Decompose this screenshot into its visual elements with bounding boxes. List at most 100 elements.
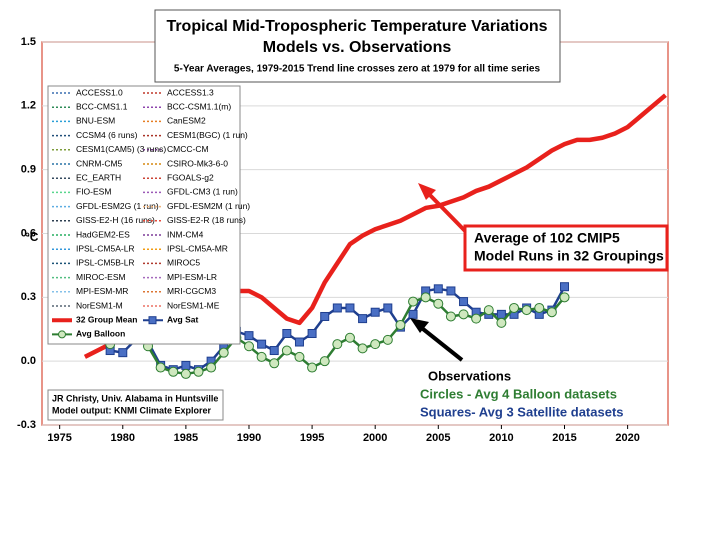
annotation-arrow: [423, 188, 472, 238]
marker: [307, 362, 318, 373]
legend-label: ACCESS1.3: [167, 87, 214, 97]
legend-label: Avg Balloon: [76, 329, 125, 339]
marker: [320, 311, 330, 321]
marker: [496, 317, 507, 328]
y-tick-label: 0.3: [21, 291, 36, 303]
marker: [458, 309, 469, 320]
chart-subtitle: Models vs. Observations: [263, 39, 452, 56]
marker: [307, 329, 317, 339]
marker: [282, 329, 292, 339]
annotation-arrowhead: [410, 318, 429, 333]
marker: [332, 339, 343, 350]
legend-label: MIROC5: [167, 258, 200, 268]
marker: [496, 309, 506, 319]
legend-label: IPSL-CM5A-LR: [76, 243, 135, 253]
legend-label: NorESM1-M: [76, 300, 123, 310]
y-tick-label: 0.0: [21, 355, 36, 367]
x-tick-label: 1980: [111, 432, 135, 444]
marker: [534, 302, 545, 313]
marker: [408, 309, 418, 319]
legend-label: FIO-ESM: [76, 187, 111, 197]
legend-label: CSIRO-Mk3-6-0: [167, 158, 228, 168]
legend-label: GISS-E2-R (18 runs): [167, 215, 246, 225]
chart-note: 5-Year Averages, 1979-2015 Trend line cr…: [174, 64, 541, 75]
annotation-box: [463, 224, 669, 272]
legend-label: GFDL-ESM2G (1 run): [76, 201, 159, 211]
marker: [446, 286, 456, 296]
legend-label: BCC-CSM1.1(m): [167, 101, 231, 111]
legend: ACCESS1.0 ACCESS1.3 BCC-CMS1.1 BCC-CSM1.1(m…: [52, 87, 250, 339]
annotation: Model Runs in 32 Groupings: [474, 248, 664, 264]
x-tick-label: 2010: [489, 432, 513, 444]
legend-label: MPI-ESM-LR: [167, 272, 217, 282]
marker: [521, 305, 532, 316]
marker: [319, 356, 330, 367]
legend-label: CESM1(CAM5) (3 runs): [76, 144, 166, 154]
chart-title: Tropical Mid-Tropospheric Temperature Va…: [166, 18, 547, 35]
marker: [281, 345, 292, 356]
legend-label: GISS-E2-H (16 runs): [76, 215, 155, 225]
marker: [256, 351, 267, 362]
x-tick-label: 2005: [426, 432, 450, 444]
legend-label: MIROC-ESM: [76, 272, 126, 282]
title-box: [154, 9, 561, 83]
marker: [546, 307, 557, 318]
legend-label: HadGEM2-ES: [76, 229, 130, 239]
legend-label: MPI-ESM-MR: [76, 286, 128, 296]
x-tick-label: 2015: [552, 432, 576, 444]
legend-label: ACCESS1.0: [76, 87, 123, 97]
legend-label: CMCC-CM: [167, 144, 209, 154]
marker: [383, 303, 393, 313]
marker: [358, 314, 368, 324]
marker: [433, 298, 444, 309]
annotation: Observations: [428, 368, 511, 383]
marker: [344, 332, 355, 343]
annotation: Average of 102 CMIP5: [474, 230, 620, 246]
marker: [509, 302, 520, 313]
x-tick-label: 2000: [363, 432, 387, 444]
marker: [370, 339, 381, 350]
marker: [294, 351, 305, 362]
marker: [559, 292, 570, 303]
legend-label: CanESM2: [167, 116, 206, 126]
marker: [459, 297, 469, 307]
legend-label: NorESM1-ME: [167, 300, 220, 310]
legend-label: MRI-CGCM3: [167, 286, 216, 296]
annotation-arrow: [416, 323, 464, 362]
y-tick-label: 1.5: [21, 36, 36, 48]
marker: [269, 346, 279, 356]
marker: [206, 362, 217, 373]
x-tick-label: 1975: [47, 432, 71, 444]
legend-label: IPSL-CM5B-LR: [76, 258, 135, 268]
legend-label: FGOALS-g2: [167, 172, 214, 182]
marker: [168, 366, 179, 377]
legend-label: IPSL-CM5A-MR: [167, 243, 228, 253]
marker: [181, 360, 191, 370]
marker: [420, 292, 431, 303]
marker: [332, 303, 342, 313]
marker: [345, 303, 355, 313]
legend-label: GFDL-CM3 (1 run): [167, 187, 238, 197]
marker: [433, 284, 443, 294]
marker: [357, 343, 368, 354]
legend-label: CNRM-CM5: [76, 158, 123, 168]
legend-label: INM-CM4: [167, 229, 204, 239]
x-tick-label: 1995: [300, 432, 324, 444]
y-axis-label: °C: [25, 230, 39, 244]
legend-label: Avg Sat: [167, 314, 199, 324]
legend-label: EC_EARTH: [76, 172, 121, 182]
legend-marker: [148, 316, 157, 325]
marker: [395, 319, 406, 330]
marker: [180, 368, 191, 379]
y-tick-label: 1.2: [21, 100, 36, 112]
marker: [445, 311, 456, 322]
credit: Model output: KNMI Climate Explorer: [52, 405, 212, 415]
legend-label: GFDL-ESM2M (1 run): [167, 201, 250, 211]
legend-label: BNU-ESM: [76, 116, 115, 126]
annotation: Squares- Avg 3 Satellite datasets: [420, 404, 624, 419]
marker: [155, 362, 166, 373]
x-tick-label: 1985: [174, 432, 198, 444]
credit-box: [47, 389, 224, 421]
y-tick-label: 0.6: [21, 227, 36, 239]
marker: [560, 282, 570, 292]
